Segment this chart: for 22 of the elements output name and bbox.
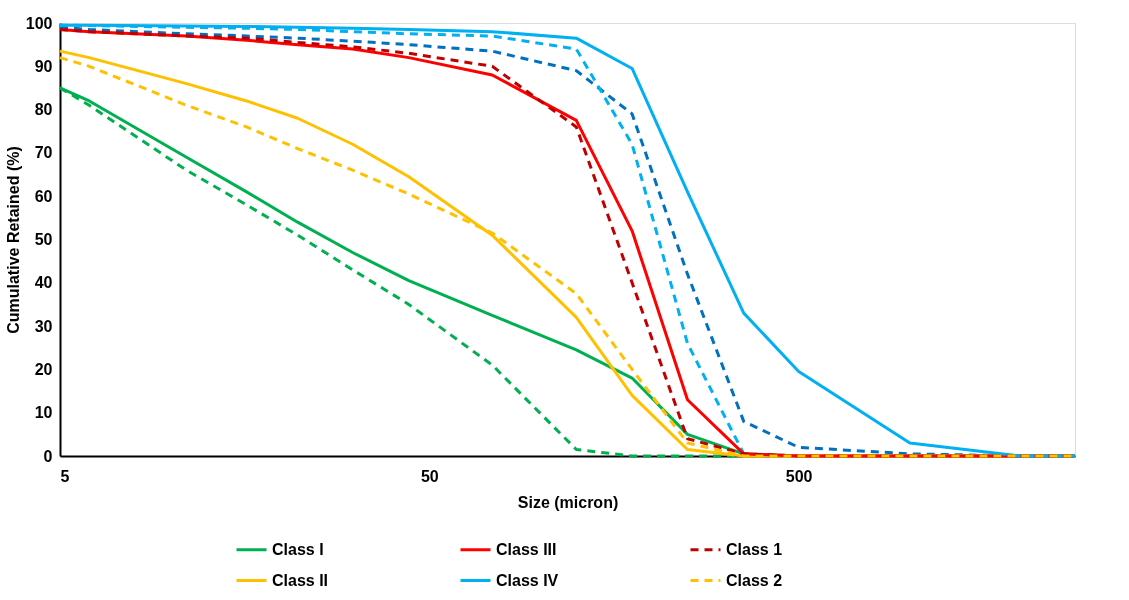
legend-label: Class 1	[726, 540, 783, 558]
y-tick-label: 100	[25, 14, 53, 32]
x-tick-label: 500	[785, 467, 813, 485]
y-tick-label: 50	[34, 231, 53, 248]
legend-label: Class II	[272, 571, 329, 589]
legend-label: Class I	[272, 540, 324, 558]
y-axis-title: Cumulative Retained (%)	[4, 146, 22, 334]
y-tick-label: 70	[34, 144, 53, 162]
y-tick-label: 40	[34, 274, 53, 292]
legend-label: Class III	[496, 540, 557, 558]
x-tick-label: 50	[420, 467, 439, 485]
legend-label: Class 2	[726, 571, 783, 589]
y-tick-label: 0	[43, 447, 53, 465]
y-tick-label: 10	[34, 404, 53, 422]
x-axis-title: Size (micron)	[517, 493, 619, 511]
x-tick-label: 5	[60, 467, 70, 485]
y-tick-label: 20	[34, 360, 53, 378]
y-tick-label: 60	[34, 187, 53, 205]
legend-label: Class IV	[496, 571, 559, 589]
y-tick-label: 30	[34, 317, 53, 335]
y-tick-label: 80	[34, 101, 53, 119]
y-tick-label: 90	[34, 57, 53, 75]
